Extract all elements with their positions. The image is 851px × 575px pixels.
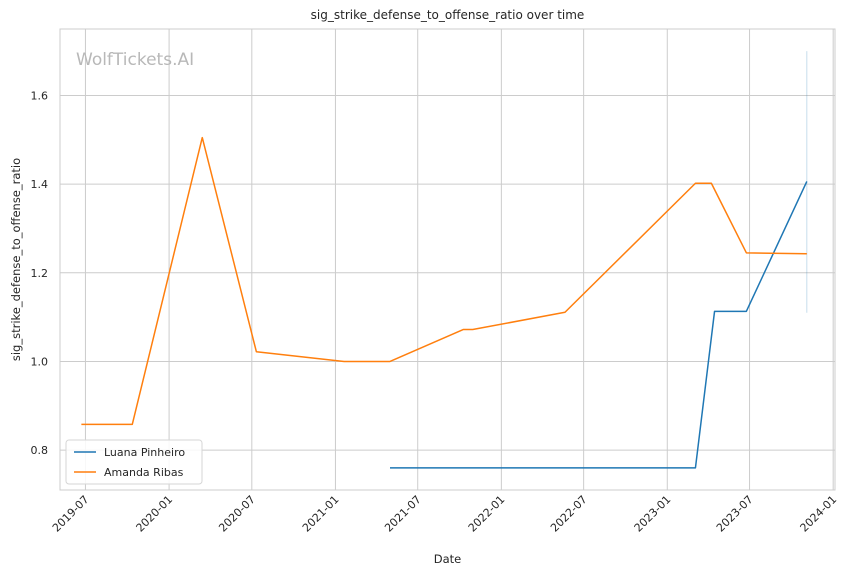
x-tick-label: 2023-07 [714,493,756,535]
y-gridlines [60,94,835,451]
x-tick-label: 2022-07 [548,493,590,535]
x-gridlines [84,29,834,490]
plot-frame [59,28,836,491]
legend-label: Amanda Ribas [104,466,184,479]
x-tick-label: 2019-07 [50,493,92,535]
y-tick-label: 0.8 [31,444,49,457]
legend-label: Luana Pinheiro [104,446,185,459]
x-tick-label: 2022-01 [466,493,508,535]
legend: Luana Pinheiro Amanda Ribas [65,439,203,485]
x-tick-labels: 2019-07 2020-01 2020-07 2021-01 2021-07 2022-… [50,493,839,535]
x-tick-label: 2020-01 [134,493,176,535]
y-tick-labels: 0.8 1.0 1.2 1.4 1.6 [31,89,49,457]
x-tick-label: 2021-07 [382,493,424,535]
x-tick-label: 2023-01 [632,493,674,535]
x-tick-label: 2021-01 [300,493,342,535]
y-axis-label: sig_strike_defense_to_offense_ratio [9,158,23,361]
y-tick-label: 1.4 [31,178,49,191]
x-tick-label: 2024-01 [798,493,840,535]
y-tick-label: 1.6 [31,89,49,102]
y-tick-label: 1.0 [31,355,49,368]
y-tick-label: 1.2 [31,267,49,280]
watermark-text: WolfTickets.AI [76,50,194,70]
series-line [81,136,807,426]
legend-box [65,439,203,485]
x-axis-label: Date [434,552,462,566]
chart-title: sig_strike_defense_to_offense_ratio over… [311,8,585,22]
x-tick-label: 2020-07 [216,493,258,535]
series-lines [81,136,808,469]
series-line [390,181,808,469]
